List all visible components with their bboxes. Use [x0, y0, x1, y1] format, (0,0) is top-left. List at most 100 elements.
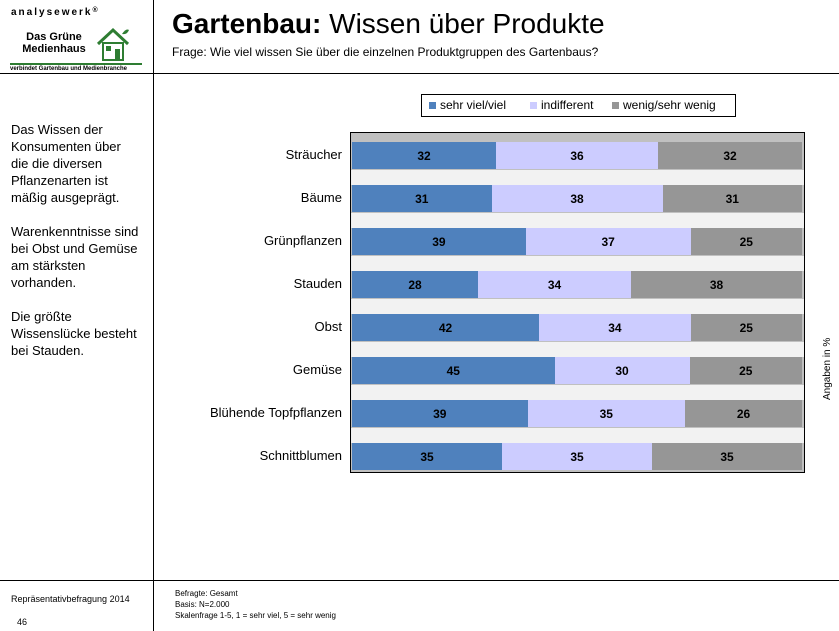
row-separator-band	[351, 299, 804, 314]
bar-value-label: 31	[415, 191, 429, 206]
bar-value-label: 39	[433, 406, 447, 421]
bar-segment: 39	[352, 400, 528, 427]
bar-value-label: 35	[599, 406, 613, 421]
category-label: Blühende Topfpflanzen	[209, 405, 342, 420]
legend-label: sehr viel/viel	[440, 98, 507, 112]
bar-segment: 30	[554, 357, 690, 384]
category-label: Sträucher	[285, 147, 342, 162]
bar-segment: 26	[685, 400, 802, 427]
logo-brand: analysewerk®	[11, 7, 100, 18]
logo-underline	[10, 63, 142, 65]
bar-value-label: 25	[739, 363, 753, 378]
bar-segment: 31	[352, 185, 492, 212]
bar-segment: 45	[352, 357, 555, 384]
row-separator-band	[351, 170, 804, 185]
bar-value-label: 35	[570, 449, 584, 464]
bar-segment: 31	[662, 185, 802, 212]
logo-name: Das Grüne Medienhaus	[14, 31, 94, 55]
house-icon	[96, 27, 130, 61]
bar-segment: 42	[352, 314, 540, 341]
page-title: Gartenbau: Wissen über Produkte	[172, 8, 605, 40]
bar-segment: 37	[525, 228, 691, 255]
category-label: Stauden	[293, 276, 342, 291]
bar-segment: 38	[631, 271, 802, 298]
bar-segment: 25	[690, 314, 802, 341]
bar-segment: 32	[352, 142, 496, 169]
logo-tagline: verbindet Gartenbau und Medienbranche	[10, 66, 128, 72]
bar-segment: 35	[652, 443, 802, 470]
bar-segment: 34	[478, 271, 631, 298]
category-label: Obst	[314, 319, 342, 334]
bar-value-label: 45	[446, 363, 460, 378]
bar-value-label: 25	[739, 320, 753, 335]
category-label: Bäume	[300, 190, 342, 205]
row-separator-band	[351, 385, 804, 400]
bar-value-label: 34	[608, 320, 622, 335]
logo-brand-text: analysewerk	[11, 7, 93, 18]
footer-basis: Basis: N=2.000	[175, 600, 230, 609]
legend-swatch	[530, 102, 537, 110]
bar-segment: 35	[352, 443, 502, 470]
vertical-divider	[153, 0, 154, 631]
legend-label: wenig/sehr wenig	[623, 98, 716, 112]
footer-respondents: Befragte: Gesamt	[175, 589, 238, 598]
legend-item-wenig: wenig/sehr wenig	[612, 98, 716, 112]
bar-value-label: 30	[615, 363, 629, 378]
bar-value-label: 42	[438, 320, 453, 335]
header-divider	[0, 73, 839, 74]
bar-value-label: 37	[601, 234, 615, 249]
bar-value-label: 35	[420, 449, 434, 464]
bar-segment: 25	[689, 357, 802, 384]
bar-segment: 35	[527, 400, 685, 427]
bar-value-label: 26	[736, 406, 751, 421]
row-separator-band	[351, 428, 804, 443]
bar-value-label: 36	[570, 148, 584, 163]
unit-note: Angaben in %	[822, 337, 833, 400]
footer-scale: Skalenfrage 1-5, 1 = sehr viel, 5 = sehr…	[175, 611, 336, 620]
footer-notes: Befragte: Gesamt Basis: N=2.000 Skalenfr…	[175, 588, 336, 621]
legend-swatch	[429, 102, 436, 110]
footer-survey: Repräsentativbefragung 2014	[11, 594, 130, 604]
bar-value-label: 38	[709, 277, 724, 292]
sidebar-paragraph: Die größte Wissenslücke besteht bei Stau…	[11, 309, 137, 358]
row-separator-band	[351, 213, 804, 228]
sidebar-paragraph: Das Wissen der Konsumenten über die die …	[11, 122, 121, 205]
bar-value-label: 25	[739, 234, 753, 249]
bar-value-label: 38	[570, 191, 584, 206]
bar-value-label: 31	[725, 191, 739, 206]
legend-item-indifferent: indifferent	[530, 98, 593, 112]
sidebar-commentary: Das Wissen der Konsumenten über die die …	[11, 121, 141, 376]
bar-value-label: 39	[432, 234, 446, 249]
category-label: Grünpflanzen	[263, 233, 342, 248]
bar-segment: 36	[496, 142, 658, 169]
bar-value-label: 34	[547, 277, 562, 292]
legend-swatch	[612, 102, 619, 110]
bar-segment: 39	[352, 228, 526, 255]
bar-segment: 38	[491, 185, 663, 212]
logo-name-line2: Medienhaus	[22, 43, 86, 55]
logo-name-line1: Das Grüne	[26, 31, 82, 43]
page-title-rest: Wissen über Produkte	[321, 8, 605, 39]
bar-segment: 25	[690, 228, 802, 255]
sidebar-paragraph: Warenkenntnisse sind bei Obst und Gemüse…	[11, 224, 139, 290]
bar-segment: 35	[502, 443, 652, 470]
page-subtitle: Frage: Wie viel wissen Sie über die einz…	[172, 45, 599, 59]
category-label: Schnittblumen	[259, 448, 342, 463]
chart-legend: sehr viel/viel indifferent wenig/sehr we…	[421, 94, 736, 117]
footer-divider	[0, 580, 839, 581]
legend-label: indifferent	[541, 98, 594, 112]
row-separator-band	[351, 342, 804, 357]
bar-value-label: 32	[723, 148, 737, 163]
bar-value-label: 32	[417, 148, 431, 163]
bar-value-label: 35	[720, 449, 734, 464]
bar-value-label: 28	[408, 277, 422, 292]
category-label: Gemüse	[292, 362, 342, 377]
page-number: 46	[17, 617, 28, 627]
logo-brand-mark: ®	[92, 7, 100, 14]
legend-item-sehr-viel: sehr viel/viel	[429, 98, 506, 112]
bar-segment: 32	[658, 142, 802, 169]
row-separator-band	[351, 256, 804, 271]
bar-segment: 28	[352, 271, 478, 298]
chart-plot-area: 32 36 32 31 38 31 39 37 25 28 34 38 42 34 25 45 30 25 39 35…	[350, 132, 805, 473]
bar-segment: 34	[539, 314, 691, 341]
